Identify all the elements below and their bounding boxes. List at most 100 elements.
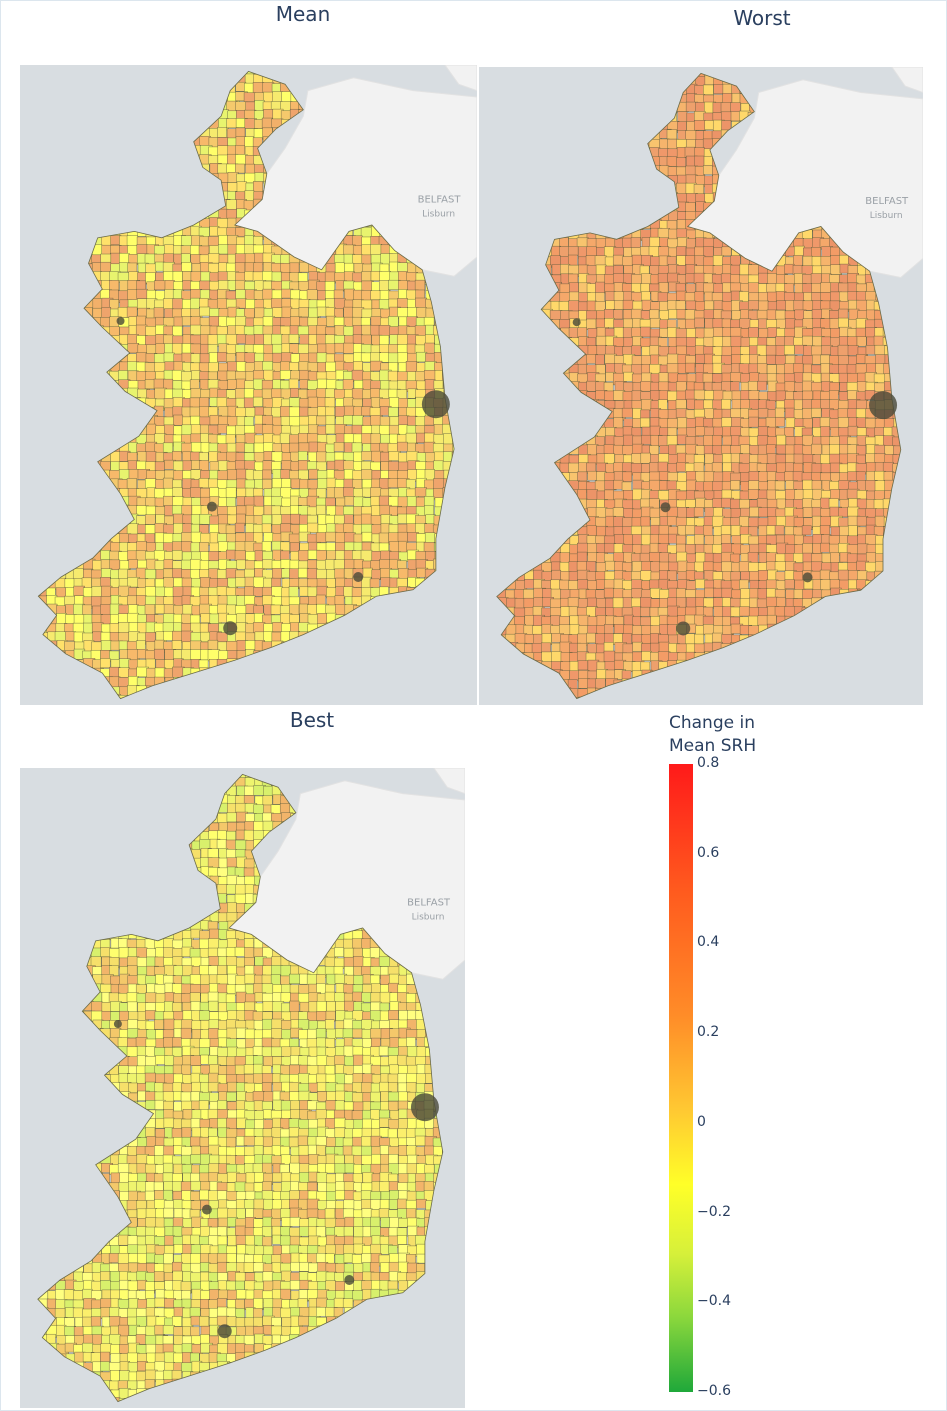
region-cell[interactable] (271, 514, 283, 525)
region-cell[interactable] (92, 298, 104, 309)
region-cell[interactable] (272, 622, 283, 632)
region-cell[interactable] (396, 334, 410, 346)
region-cell[interactable] (190, 469, 202, 480)
region-cell[interactable] (424, 432, 435, 443)
region-cell[interactable] (218, 406, 229, 417)
region-cell[interactable] (720, 102, 732, 114)
region-cell[interactable] (272, 307, 283, 318)
region-cell[interactable] (767, 273, 777, 285)
region-cell[interactable] (172, 298, 184, 310)
region-cell[interactable] (261, 523, 272, 534)
region-cell[interactable] (434, 470, 445, 480)
region-cell[interactable] (290, 478, 302, 489)
region-cell[interactable] (820, 282, 832, 293)
region-cell[interactable] (416, 307, 427, 319)
region-cell[interactable] (100, 261, 111, 273)
region-cell[interactable] (369, 578, 380, 589)
region-cell[interactable] (631, 274, 642, 285)
region-cell[interactable] (172, 630, 183, 641)
region-cell[interactable] (145, 451, 157, 462)
region-cell[interactable] (109, 326, 120, 336)
region-cell[interactable] (190, 353, 201, 364)
region-cell[interactable] (758, 292, 769, 302)
region-cell[interactable] (316, 585, 328, 597)
region-cell[interactable] (298, 469, 309, 481)
region-cell[interactable] (172, 586, 184, 598)
region-cell[interactable] (676, 157, 686, 167)
region-cell[interactable] (353, 361, 363, 371)
region-cell[interactable] (263, 532, 274, 543)
region-cell[interactable] (703, 237, 715, 248)
region-cell[interactable] (343, 487, 355, 497)
region-cell[interactable] (361, 271, 372, 282)
region-cell[interactable] (569, 282, 579, 293)
region-cell[interactable] (316, 550, 327, 561)
region-cell[interactable] (163, 559, 174, 569)
region-cell[interactable] (190, 640, 202, 651)
region-cell[interactable] (200, 389, 212, 399)
region-cell[interactable] (324, 281, 335, 292)
region-cell[interactable] (568, 246, 579, 256)
region-cell[interactable] (227, 650, 238, 661)
region-cell[interactable] (361, 451, 373, 461)
region-cell[interactable] (145, 586, 156, 598)
region-cell[interactable] (316, 504, 326, 516)
region-cell[interactable] (361, 290, 372, 301)
region-cell[interactable] (551, 264, 562, 275)
region-cell[interactable] (190, 324, 202, 336)
region-cell[interactable] (792, 255, 803, 267)
region-cell[interactable] (397, 531, 408, 542)
region-cell[interactable] (388, 461, 399, 472)
region-cell[interactable] (198, 460, 209, 471)
region-cell[interactable] (334, 595, 345, 606)
region-cell[interactable] (703, 165, 713, 175)
region-cell[interactable] (387, 478, 400, 488)
region-cell[interactable] (217, 352, 228, 362)
region-cell[interactable] (325, 406, 335, 418)
region-cell[interactable] (378, 532, 389, 544)
region-cell[interactable] (379, 280, 389, 292)
region-cell[interactable] (758, 272, 769, 284)
region-cell[interactable] (126, 478, 137, 490)
region-cell[interactable] (730, 111, 741, 122)
region-cell[interactable] (146, 289, 157, 300)
region-cell[interactable] (100, 658, 111, 669)
region-cell[interactable] (127, 612, 140, 623)
region-cell[interactable] (298, 361, 310, 372)
region-cell[interactable] (173, 414, 184, 426)
region-cell[interactable] (667, 148, 679, 159)
region-cell[interactable] (677, 111, 688, 123)
region-cell[interactable] (253, 181, 263, 193)
region-cell[interactable] (631, 254, 642, 267)
region-cell[interactable] (641, 273, 652, 286)
region-cell[interactable] (155, 604, 166, 615)
region-cell[interactable] (162, 622, 174, 633)
region-cell[interactable] (685, 283, 696, 294)
region-cell[interactable] (794, 245, 805, 256)
region-cell[interactable] (370, 360, 383, 372)
region-cell[interactable] (351, 369, 364, 382)
region-cell[interactable] (136, 288, 148, 299)
region-cell[interactable] (199, 542, 209, 554)
region-cell[interactable] (136, 540, 147, 552)
region-cell[interactable] (361, 513, 372, 525)
region-cell[interactable] (279, 370, 293, 380)
region-cell[interactable] (307, 396, 319, 409)
region-cell[interactable] (298, 451, 308, 461)
region-cell[interactable] (666, 156, 677, 167)
region-cell[interactable] (225, 487, 237, 499)
region-cell[interactable] (333, 442, 345, 452)
region-cell[interactable] (252, 396, 263, 407)
region-cell[interactable] (271, 333, 283, 345)
region-cell[interactable] (389, 397, 400, 408)
region-cell[interactable] (217, 127, 227, 138)
region-cell[interactable] (289, 434, 299, 445)
region-cell[interactable] (119, 253, 130, 264)
region-cell[interactable] (136, 315, 147, 327)
map-panel-worst[interactable]: BELFAST Lisburn (479, 67, 923, 705)
region-cell[interactable] (271, 478, 283, 490)
region-cell[interactable] (397, 307, 409, 319)
region-cell[interactable] (703, 84, 714, 95)
region-cell[interactable] (315, 532, 327, 543)
region-cell[interactable] (190, 254, 202, 265)
